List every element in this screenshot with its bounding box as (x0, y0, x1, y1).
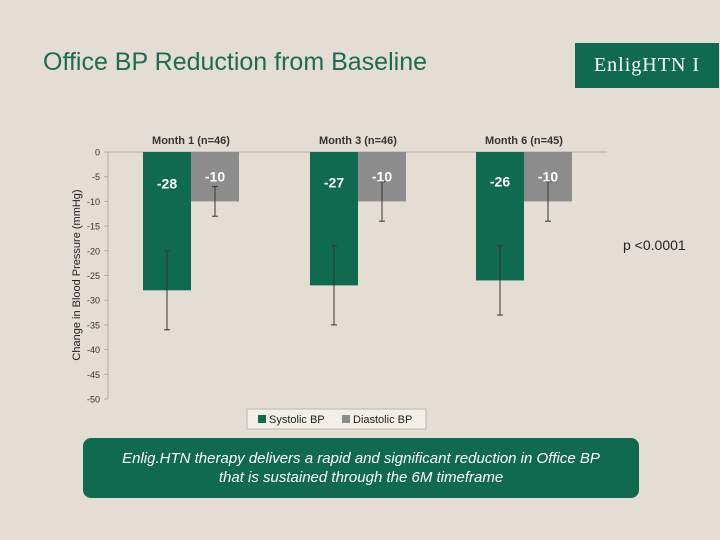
y-tick-label: -50 (87, 395, 100, 405)
y-axis-label: Change in Blood Pressure (mmHg) (71, 189, 83, 360)
data-labels: -28 -27 -26 -10 -10 -10 (157, 169, 558, 192)
error-bars (164, 181, 551, 331)
y-tick-label: -10 (87, 197, 100, 207)
y-tick-label: -5 (92, 172, 100, 182)
y-tick-label: -25 (87, 271, 100, 281)
legend-swatch (258, 415, 266, 423)
y-tick-label: 0 (95, 148, 100, 158)
legend-swatch (342, 415, 350, 423)
legend-label: Systolic BP (269, 414, 325, 426)
y-tick-label: -30 (87, 296, 100, 306)
y-tick-label: -40 (87, 345, 100, 355)
y-tick-label: -15 (87, 222, 100, 232)
data-label: -27 (324, 174, 344, 190)
y-tick-label: -35 (87, 320, 100, 330)
slide-title: Office BP Reduction from Baseline (43, 48, 427, 76)
data-label: -10 (205, 169, 225, 185)
data-label: -10 (538, 169, 558, 185)
data-label: -28 (157, 175, 177, 191)
enlightn-logo: EnligHTN I (575, 43, 719, 88)
summary-text: Enlig.HTN therapy delivers a rapid and s… (122, 450, 600, 486)
y-tick-label: -45 (87, 370, 100, 380)
legend: Systolic BP Diastolic BP (246, 408, 427, 430)
p-value: p <0.0001 (623, 237, 686, 253)
summary-callout: Enlig.HTN therapy delivers a rapid and s… (83, 438, 639, 498)
legend-box (246, 408, 427, 430)
category-label: Month 3 (n=46) (319, 135, 397, 147)
category-labels: Month 1 (n=46) Month 3 (n=46) Month 6 (n=4… (152, 135, 563, 147)
category-label: Month 6 (n=45) (485, 135, 563, 147)
y-tick-label: -20 (87, 246, 100, 256)
legend-label: Diastolic BP (353, 414, 412, 426)
data-label: -26 (490, 173, 510, 189)
category-label: Month 1 (n=46) (152, 135, 230, 147)
data-label: -10 (372, 169, 392, 185)
